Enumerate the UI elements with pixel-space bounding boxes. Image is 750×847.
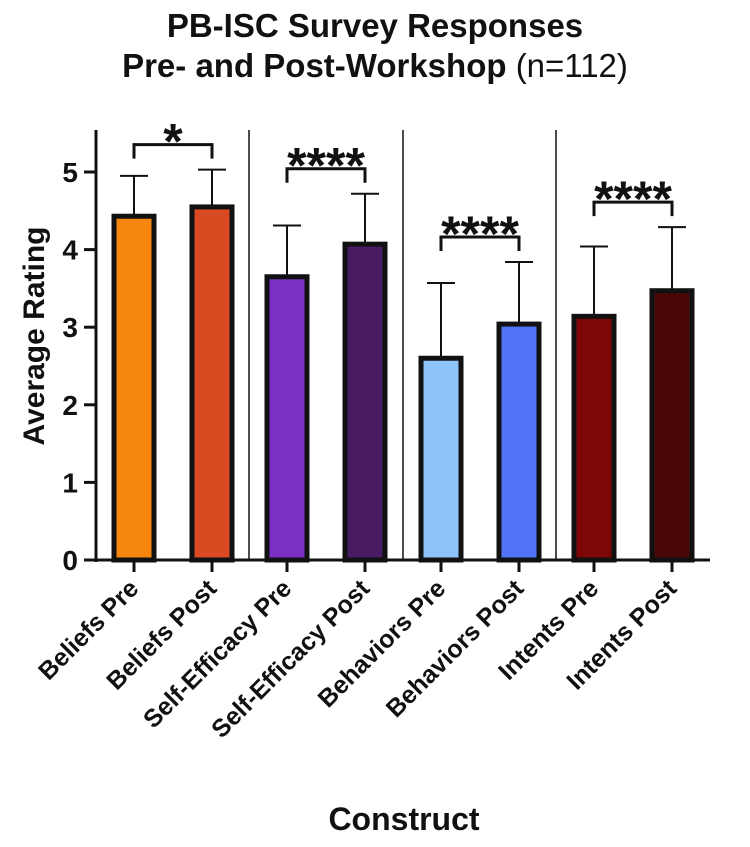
y-tick-label: 1	[62, 467, 78, 498]
significance-bracket	[132, 143, 214, 159]
chart-title-text-1: PB-ISC Survey Responses	[166, 7, 584, 44]
bar-behaviors-post	[496, 321, 542, 563]
significance-brackets: * ************	[132, 114, 674, 262]
y-tick-label: 4	[62, 235, 78, 266]
bar-intents-post	[649, 288, 695, 563]
y-tick-label: 3	[62, 312, 78, 343]
significance-stars: ****	[287, 138, 365, 194]
significance-stars: ****	[594, 171, 672, 227]
group-dividers	[248, 130, 557, 560]
bar-self-efficacy-post	[342, 241, 388, 563]
significance-bracket	[439, 235, 521, 252]
chart-title-line-1: PB-ISC Survey Responses	[0, 6, 750, 46]
bar-beliefs-pre	[111, 213, 157, 563]
y-axis-label: Average Rating	[18, 227, 51, 446]
y-tick-label: 2	[62, 390, 78, 421]
significance-bracket	[592, 200, 674, 217]
significance-bracket	[285, 167, 367, 183]
significance-stars: ****	[441, 206, 519, 262]
bar-behaviors-pre	[418, 355, 464, 563]
y-tick-label: 5	[62, 157, 78, 188]
x-axis-label: Construct	[328, 801, 479, 837]
significance-stars: *	[163, 114, 183, 170]
bars	[111, 168, 695, 563]
sample-size-label: (n=112)	[515, 47, 628, 84]
chart-title-text-2: Pre- and Post-Workshop	[122, 47, 507, 84]
chart-title-line-2: Pre- and Post-Workshop (n=112)	[0, 46, 750, 86]
bar-intents-pre	[571, 313, 617, 563]
bar-beliefs-post	[189, 204, 235, 563]
bar-self-efficacy-pre	[264, 274, 310, 563]
x-tick-label: Behaviors Post	[381, 574, 530, 723]
y-tick-label: 0	[62, 545, 78, 576]
